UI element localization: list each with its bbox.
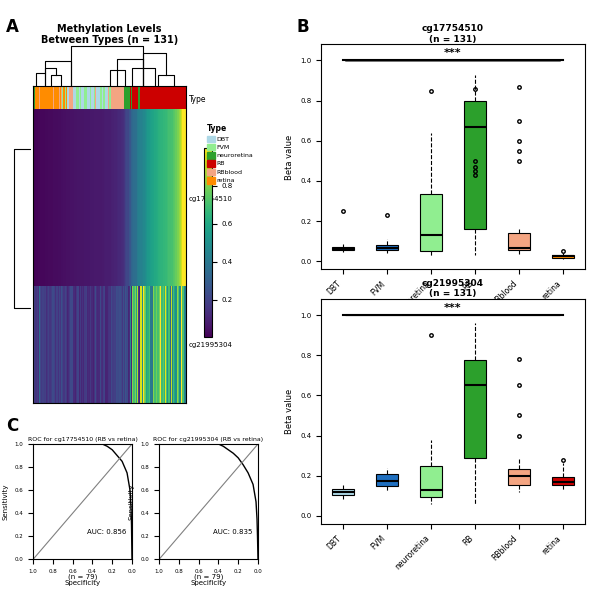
PathPatch shape: [420, 466, 442, 497]
PathPatch shape: [464, 101, 486, 229]
PathPatch shape: [332, 247, 354, 250]
Y-axis label: Sensitivity: Sensitivity: [3, 484, 9, 520]
Text: neuroretina: neuroretina: [217, 153, 253, 158]
X-axis label: Specificity: Specificity: [190, 580, 227, 585]
Text: DBT: DBT: [217, 137, 230, 141]
Text: C: C: [6, 417, 18, 435]
X-axis label: Specificity: Specificity: [64, 580, 101, 585]
Text: cg21995304: cg21995304: [189, 342, 233, 348]
Title: cg21995304
(n = 131): cg21995304 (n = 131): [422, 279, 484, 298]
Text: Type: Type: [189, 95, 206, 104]
Text: ***: ***: [444, 49, 462, 59]
PathPatch shape: [552, 477, 574, 485]
Title: ROC for cg17754510 (RB vs retina): ROC for cg17754510 (RB vs retina): [28, 437, 137, 442]
Text: AUC: 0.856: AUC: 0.856: [88, 529, 127, 535]
PathPatch shape: [376, 474, 398, 486]
Text: Type: Type: [207, 124, 227, 133]
PathPatch shape: [332, 489, 354, 495]
Text: FVM: FVM: [217, 145, 230, 150]
Title: cg17754510
(n = 131): cg17754510 (n = 131): [422, 24, 484, 44]
PathPatch shape: [464, 360, 486, 458]
Title: ROC for cg21995304 (RB vs retina): ROC for cg21995304 (RB vs retina): [154, 437, 263, 442]
PathPatch shape: [508, 469, 530, 485]
Text: (n = 79): (n = 79): [194, 574, 223, 581]
PathPatch shape: [508, 233, 530, 250]
Y-axis label: Sensitivity: Sensitivity: [129, 484, 135, 520]
PathPatch shape: [552, 255, 574, 258]
Text: A: A: [6, 18, 19, 36]
Text: (n = 79): (n = 79): [68, 574, 97, 581]
Text: Methylation Levels
Between Types (n = 131): Methylation Levels Between Types (n = 13…: [41, 24, 178, 45]
Text: B: B: [297, 18, 310, 36]
Text: retina: retina: [217, 178, 235, 183]
PathPatch shape: [420, 194, 442, 251]
Text: AUC: 0.835: AUC: 0.835: [214, 529, 253, 535]
Text: RB: RB: [217, 162, 225, 166]
Y-axis label: Beta value: Beta value: [286, 389, 295, 434]
Text: RBblood: RBblood: [217, 170, 242, 175]
Y-axis label: Beta value: Beta value: [286, 134, 295, 179]
Text: ***: ***: [444, 303, 462, 313]
PathPatch shape: [376, 245, 398, 250]
Text: cg17754510: cg17754510: [189, 196, 233, 202]
